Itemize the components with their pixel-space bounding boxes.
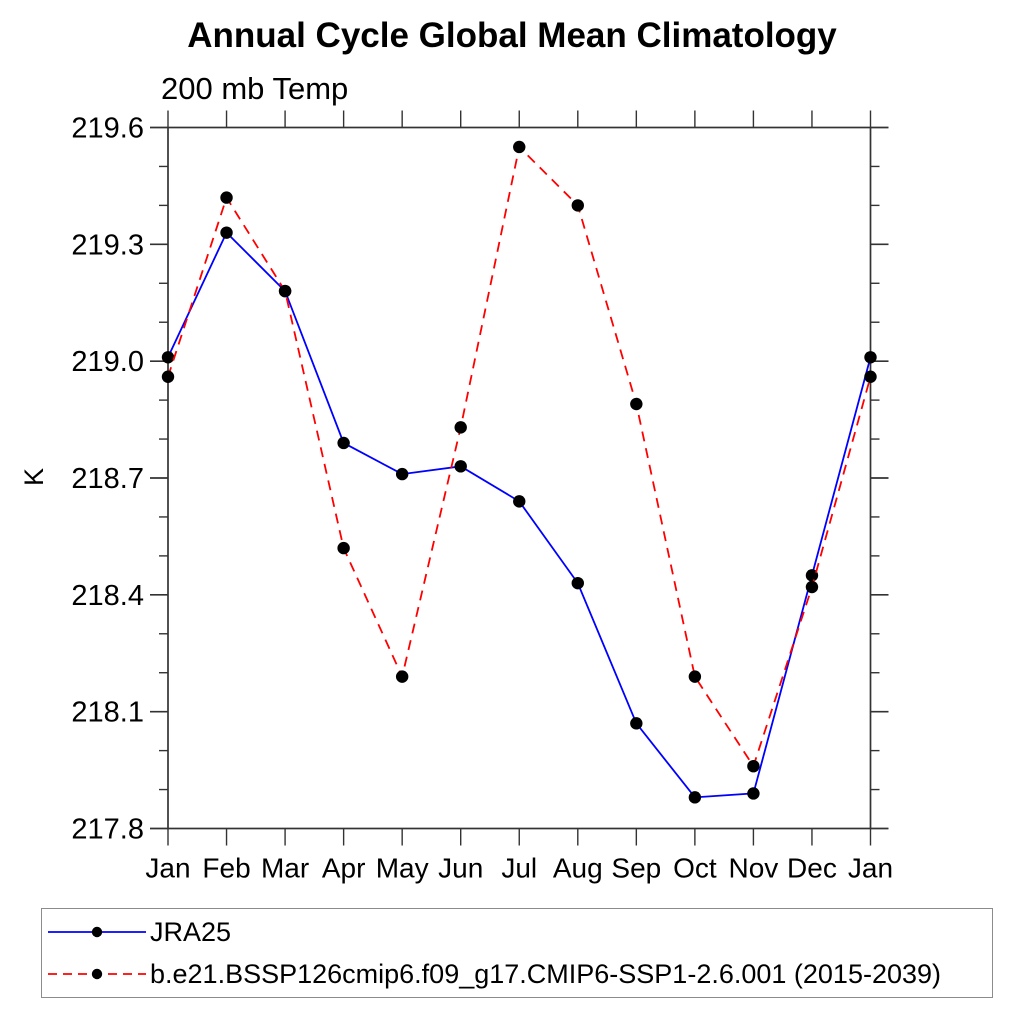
legend-item-jra25: JRA25: [47, 912, 992, 952]
x-tick-label: Mar: [261, 853, 309, 884]
x-tick-label: Nov: [729, 853, 779, 884]
legend-item-model: b.e21.BSSP126cmip6.f09_g17.CMIP6-SSP1-2.…: [47, 954, 992, 994]
data-point-marker: [513, 140, 526, 154]
data-point-marker: [630, 397, 643, 411]
data-point-marker: [220, 226, 233, 239]
data-point-marker: [805, 580, 819, 594]
data-point-marker: [395, 467, 409, 481]
data-point-marker: [630, 717, 643, 730]
y-tick-label: 217.8: [71, 814, 144, 846]
data-point-marker: [571, 199, 584, 212]
data-point-marker: [161, 351, 175, 364]
legend-line-sample-model: [48, 968, 146, 980]
data-point-marker: [688, 670, 702, 683]
data-point-marker: [747, 759, 760, 773]
x-tick-label: Aug: [553, 853, 603, 884]
data-point-marker: [454, 460, 467, 473]
x-tick-label: May: [376, 853, 429, 884]
series-line-1: [167, 145, 872, 769]
y-tick-label: 219.0: [71, 346, 144, 378]
data-point-marker: [747, 787, 760, 800]
data-point-marker: [337, 541, 350, 555]
data-point-marker: [571, 576, 584, 590]
chart-subtitle: 200 mb Temp: [161, 71, 349, 106]
data-point-marker: [864, 370, 877, 383]
y-tick-label: 218.4: [71, 580, 144, 612]
legend-label-model: b.e21.BSSP126cmip6.f09_g17.CMIP6-SSP1-2.…: [150, 958, 942, 989]
x-tick-label: Dec: [787, 853, 837, 884]
x-tick-label: Oct: [673, 853, 717, 884]
plot-canvas: Jan Feb Mar Apr May Jun Jul Aug Sep Oct Nov Dec Jan2…: [71, 110, 893, 884]
y-tick-label: 218.7: [71, 463, 144, 495]
data-point-marker: [688, 791, 702, 804]
data-point-marker: [805, 569, 819, 582]
data-point-marker: [513, 495, 526, 508]
data-point-marker: [864, 351, 877, 364]
data-point-marker: [395, 670, 409, 683]
x-tick-label: Jan: [848, 853, 893, 884]
y-tick-label: 219.6: [71, 113, 144, 145]
data-point-marker: [454, 421, 467, 434]
legend-label-jra25: JRA25: [150, 916, 232, 947]
x-tick-label: Jun: [438, 853, 483, 884]
x-tick-label: Jan: [145, 853, 190, 884]
x-tick-label: Jul: [501, 853, 537, 884]
data-point-marker: [278, 284, 292, 298]
x-tick-label: Apr: [322, 853, 366, 884]
plot-frame: [167, 126, 872, 830]
y-tick-label: 219.3: [71, 229, 144, 261]
data-point-marker: [337, 436, 350, 450]
y-tick-label: 218.1: [71, 697, 144, 729]
x-tick-label: Sep: [611, 853, 661, 884]
x-tick-label: Feb: [202, 853, 250, 884]
legend-line-sample-jra25: [48, 926, 146, 938]
chart-title: Annual Cycle Global Mean Climatology: [187, 16, 837, 55]
series-line-0: [167, 231, 872, 799]
data-point-marker: [161, 370, 175, 383]
data-point-marker: [220, 191, 233, 204]
legend-box: JRA25 b.e21.BSSP126cmip6.f09_g17.CMIP6-S…: [41, 908, 993, 998]
